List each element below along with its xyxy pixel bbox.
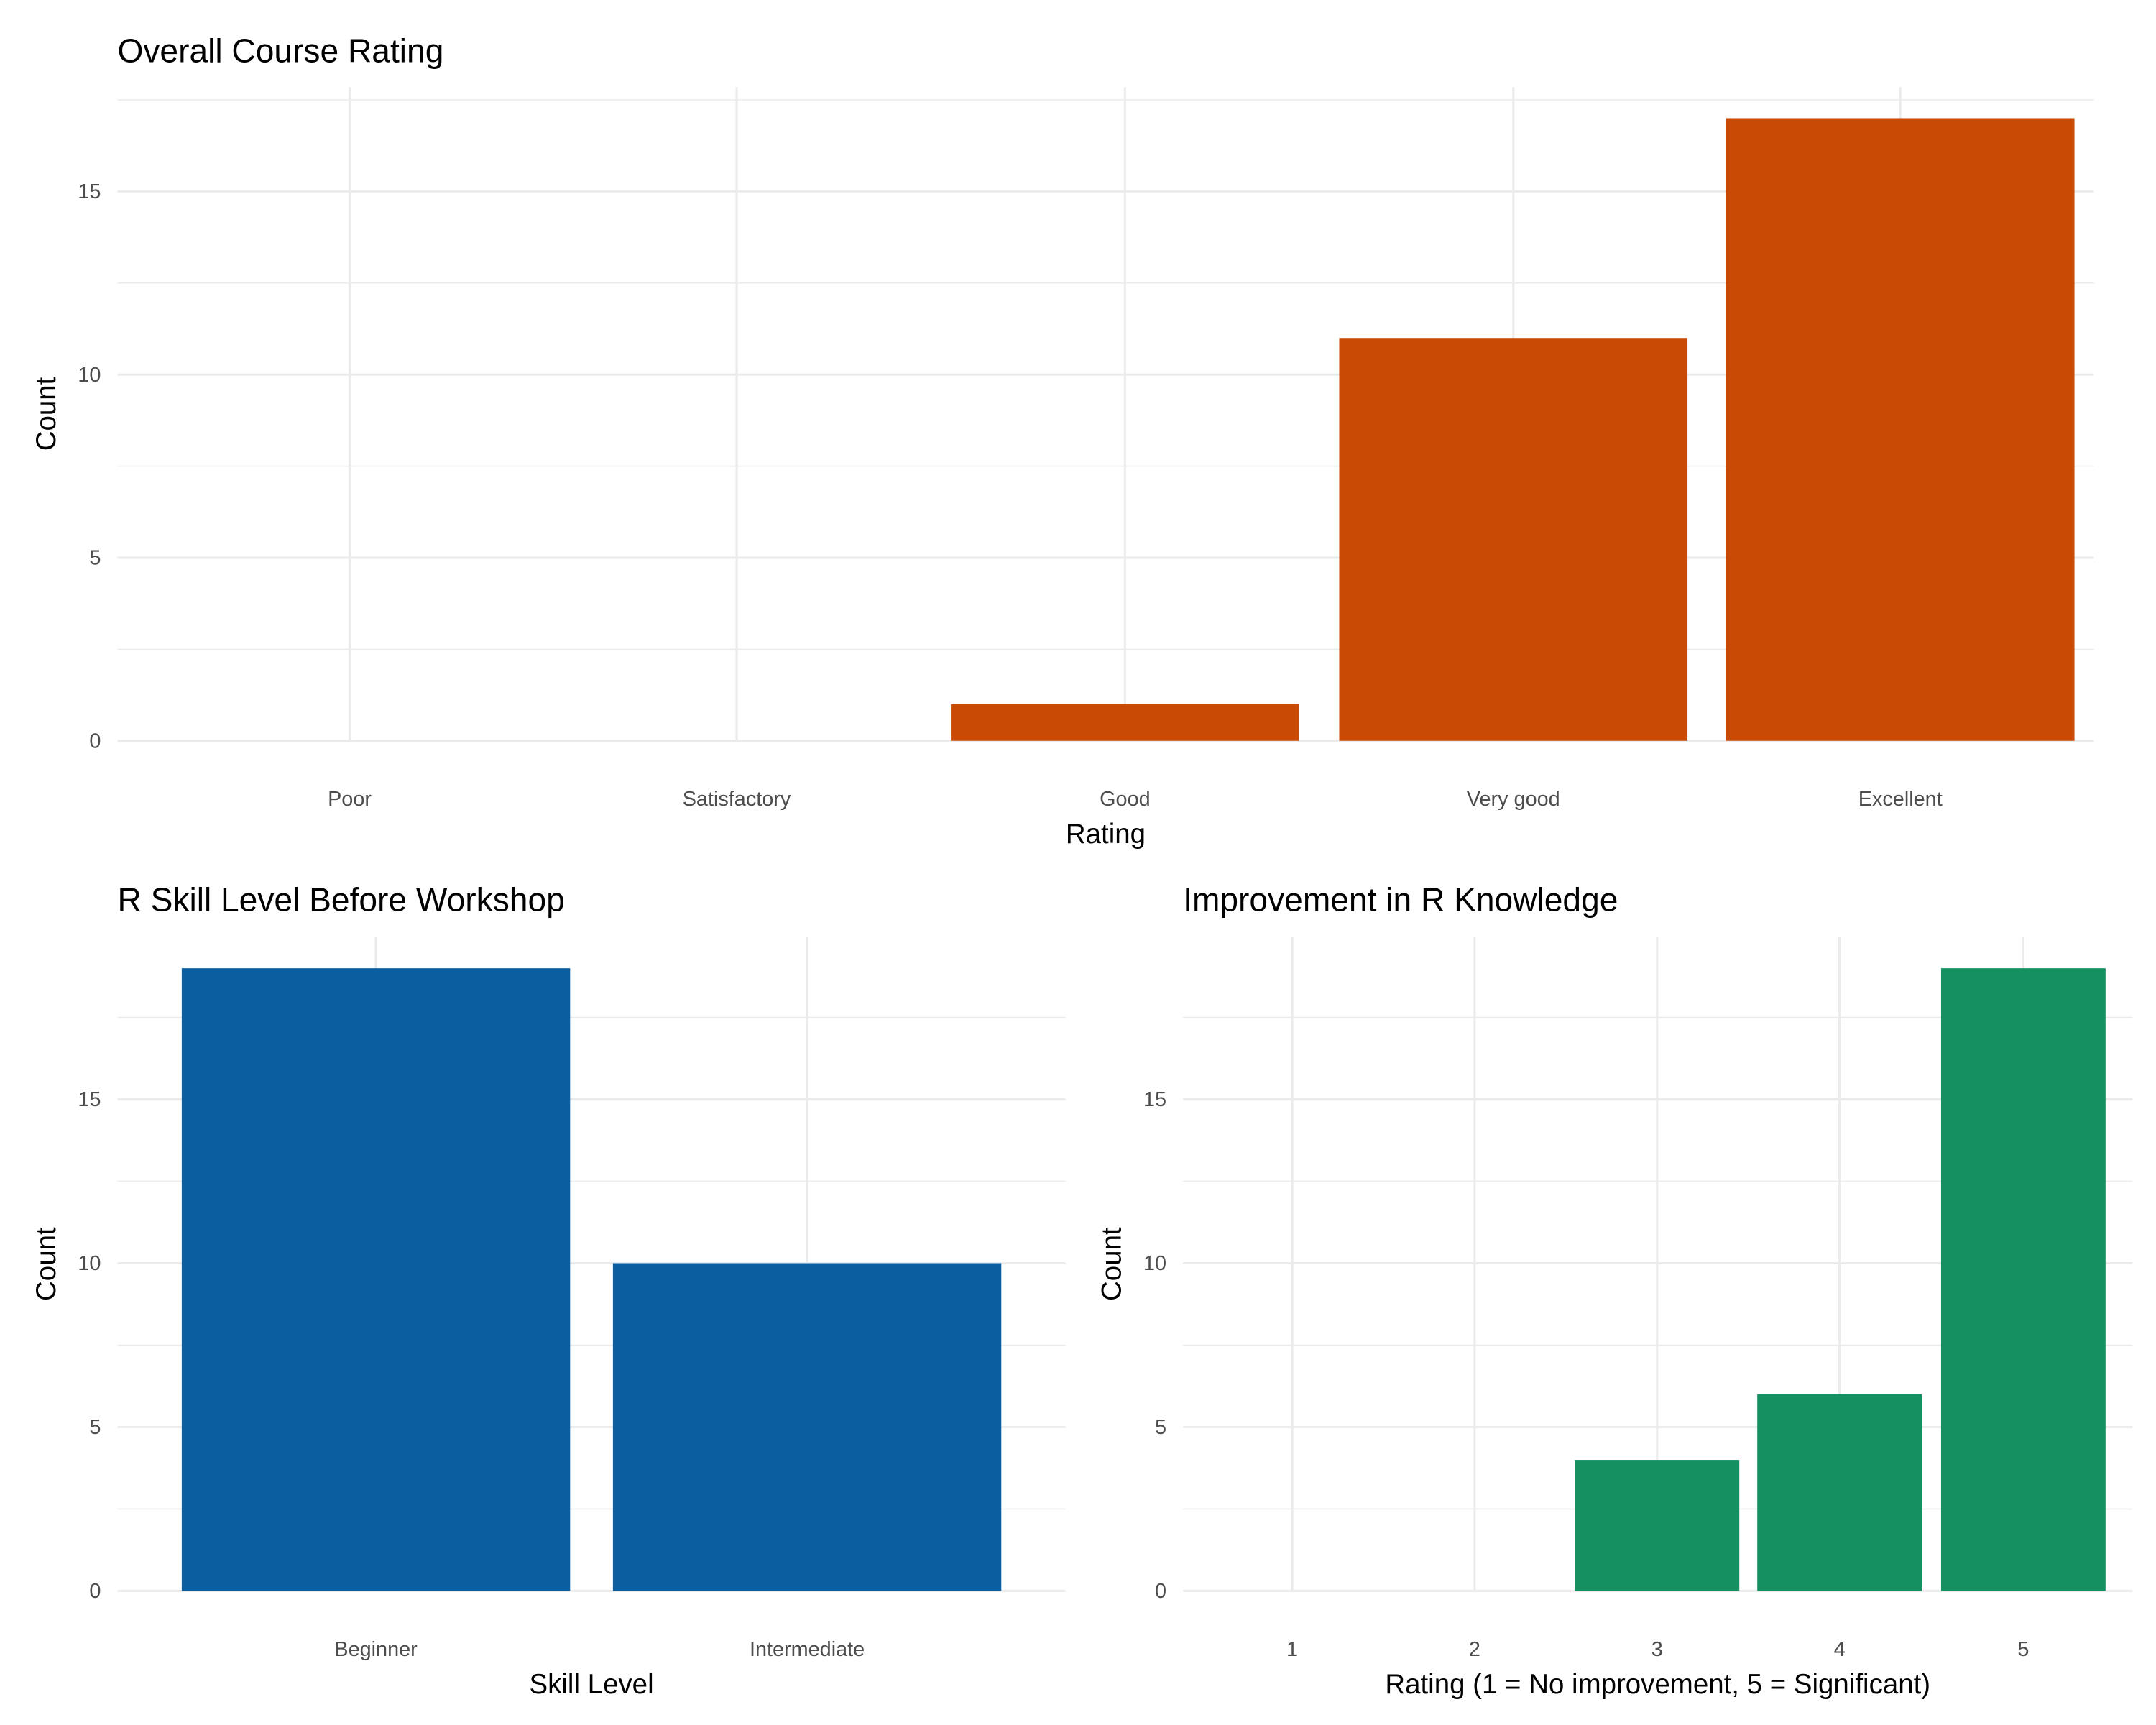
y-tick-label: 15 [78,1088,101,1111]
bar-very-good [1339,338,1688,741]
chart-title: R Skill Level Before Workshop [117,880,564,918]
y-tick-label: 0 [89,730,101,753]
y-tick-label: 0 [89,1580,101,1603]
bar-good [951,704,1299,741]
x-tick-label: 5 [2017,1638,2029,1661]
y-tick-label: 10 [1143,1252,1166,1275]
y-tick-label: 5 [89,547,101,570]
x-tick-label: Intermediate [750,1638,865,1661]
chart-panel-2: 0 5 10 15 1 2 3 4 5 Improvement in R Knowledge Rat… [1097,880,2133,1700]
x-axis-label: Skill Level [530,1669,654,1700]
x-tick-label: 2 [1469,1638,1480,1661]
bar-beginner [181,968,571,1591]
x-tick-label: Satisfactory [683,788,791,811]
bar-5 [1940,968,2106,1591]
x-tick-label: 3 [1651,1638,1663,1661]
bar-3 [1575,1460,1740,1591]
y-tick-label: 5 [1155,1416,1166,1439]
x-tick-label: Beginner [334,1638,418,1661]
chart-title: Improvement in R Knowledge [1183,880,1618,918]
y-tick-label: 5 [89,1416,101,1439]
y-tick-label: 15 [1143,1088,1166,1111]
y-axis-label: Count [1097,1227,1128,1301]
x-tick-label: Excellent [1858,788,1943,811]
bar-excellent [1726,118,2075,741]
y-tick-label: 10 [78,364,101,387]
y-tick-label: 15 [78,180,101,203]
bar-4 [1757,1394,1922,1591]
chart-title: Overall Course Rating [117,32,443,70]
x-tick-label: Good [1100,788,1151,811]
chart-panel-1: 0 5 10 15 Beginner Intermediate R Skill Level … [31,880,1066,1700]
x-axis-label: Rating [1066,819,1146,850]
y-axis-label: Count [31,1227,62,1301]
x-tick-label: Very good [1467,788,1560,811]
x-axis-label: Rating (1 = No improvement, 5 = Signific… [1385,1669,1930,1700]
y-axis-label: Count [31,377,62,451]
x-tick-label: Poor [328,788,372,811]
chart-panel-0: 0 5 10 15 Poor Satisfactory Good Very good Excel… [31,32,2094,850]
y-tick-label: 10 [78,1252,101,1275]
bar-intermediate [612,1263,1002,1591]
x-tick-label: 1 [1286,1638,1298,1661]
x-tick-label: 4 [1834,1638,1846,1661]
y-tick-label: 0 [1155,1580,1166,1603]
